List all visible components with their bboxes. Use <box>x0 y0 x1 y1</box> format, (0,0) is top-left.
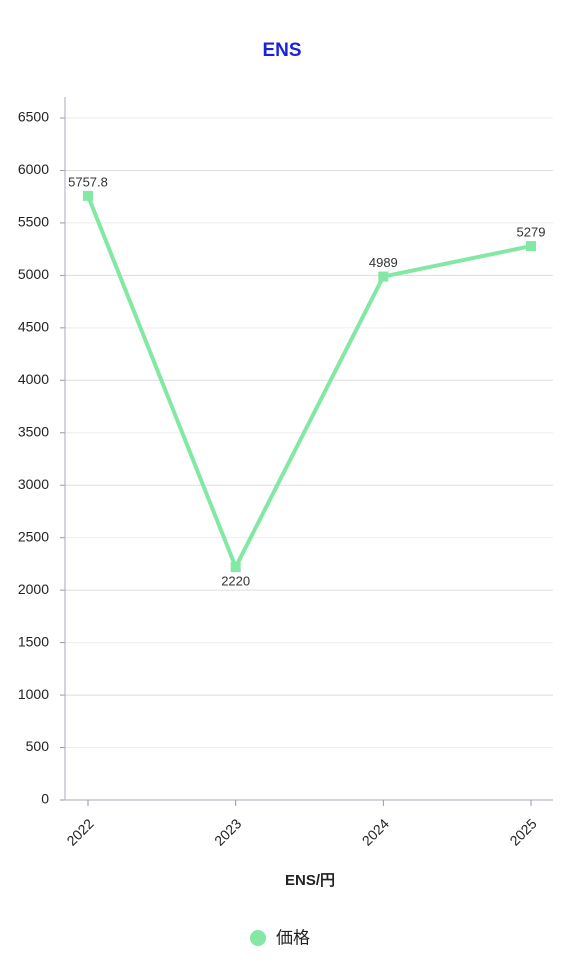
y-tick-label: 500 <box>26 738 50 754</box>
x-tick-label: 2025 <box>506 815 539 848</box>
data-label: 2220 <box>221 574 250 589</box>
y-tick-label: 1500 <box>18 633 49 649</box>
y-tick-label: 6500 <box>18 109 49 125</box>
marker <box>230 562 241 573</box>
data-label: 4989 <box>369 255 398 270</box>
y-tick-label: 2500 <box>18 528 49 544</box>
data-label: 5757.8 <box>68 174 108 189</box>
x-tick-label: 2024 <box>359 815 392 848</box>
y-tick-label: 6000 <box>18 161 49 177</box>
y-tick-label: 1000 <box>18 686 49 702</box>
y-tick-label: 3000 <box>18 476 49 492</box>
data-label: 5279 <box>517 225 546 240</box>
x-tick-label: 2023 <box>211 815 244 848</box>
y-tick-label: 3500 <box>18 423 49 439</box>
x-axis-label: ENS/円 <box>285 872 335 889</box>
marker <box>83 190 93 201</box>
y-tick-label: 5000 <box>18 266 49 282</box>
y-tick-label: 4500 <box>18 319 49 335</box>
legend-label: 価格 <box>276 928 310 947</box>
legend-swatch <box>250 930 266 946</box>
marker <box>378 271 389 282</box>
line <box>86 195 532 570</box>
chart-title: ENS <box>262 40 301 61</box>
marker <box>526 241 536 252</box>
x-tick-label: 2022 <box>63 815 96 848</box>
y-tick-label: 4000 <box>18 371 49 387</box>
y-tick-label: 2000 <box>18 581 49 597</box>
y-tick-label: 5500 <box>18 214 49 230</box>
y-tick-label: 0 <box>41 791 49 807</box>
